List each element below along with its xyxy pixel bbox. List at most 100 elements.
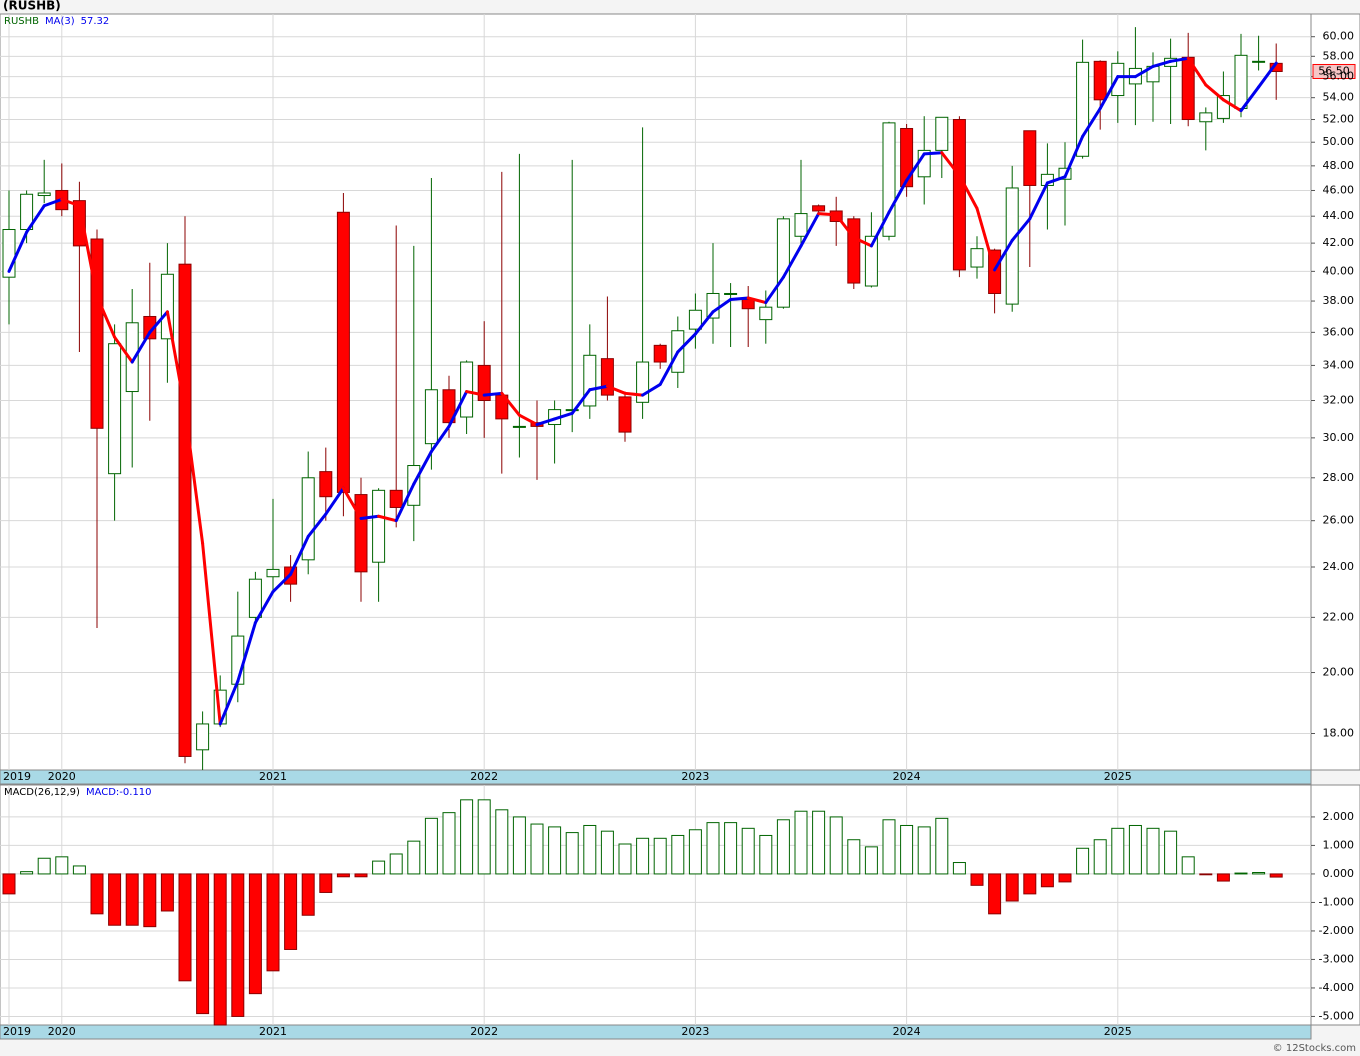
candle-body xyxy=(653,344,667,363)
ma-line-segment xyxy=(201,541,222,726)
labels: 18.00 20.00 22.00 24.00 26.00 28.00 30.00 32.00… xyxy=(3,16,1354,1038)
ma-line-segment xyxy=(165,310,187,412)
ma-line-segment xyxy=(77,204,99,298)
macd-bar xyxy=(442,812,456,875)
x-tick-label: 2019 xyxy=(3,770,31,783)
candle-body xyxy=(477,364,491,402)
y-tick-label: 58.00 xyxy=(1323,49,1355,62)
candle-body xyxy=(776,218,790,308)
y-tick-label: 18.00 xyxy=(1323,727,1355,740)
ma-line-segment xyxy=(588,384,609,392)
macd-bar xyxy=(988,873,1002,915)
candle-body xyxy=(108,343,122,475)
y-tick-label: 36.00 xyxy=(1323,325,1355,338)
ma-line-segment xyxy=(553,411,574,421)
candle-body xyxy=(706,292,720,319)
candle-body xyxy=(354,494,368,573)
macd-bar xyxy=(55,856,69,875)
ma-line-segment xyxy=(412,450,433,486)
legend: MACD(26,12,9) MACD:-0.110 xyxy=(4,787,152,798)
candle-body xyxy=(618,396,632,433)
macd-bar xyxy=(759,834,773,875)
ma-line-segment xyxy=(834,213,856,240)
ma-line-segment xyxy=(1239,85,1261,113)
date-strip xyxy=(0,1024,1312,1040)
ma-line-segment xyxy=(641,382,662,397)
candle-body xyxy=(759,306,773,321)
candle-body xyxy=(724,292,738,295)
ma-line-segment xyxy=(711,298,733,314)
ma-line-segment xyxy=(535,417,557,427)
macd-bar xyxy=(1076,847,1090,875)
price-panel xyxy=(0,13,1312,771)
ma-line-segment xyxy=(394,482,416,523)
ma-line-segment xyxy=(95,294,117,339)
macd-bar xyxy=(706,822,720,875)
ma-line-segment xyxy=(746,296,768,305)
ma-line-segment xyxy=(993,238,1014,272)
y-tick-label: 28.00 xyxy=(1323,471,1355,484)
ma-line-segment xyxy=(922,151,944,156)
x-tick-label: 2025 xyxy=(1104,1025,1132,1038)
y-tick-label: 46.00 xyxy=(1323,183,1355,196)
macd-bar xyxy=(248,873,262,995)
ma-line-segment xyxy=(975,206,997,272)
ma-line-segment xyxy=(1204,83,1225,102)
macd-bar xyxy=(970,873,984,886)
ma-line-segment xyxy=(218,679,240,726)
macd-bar xyxy=(882,819,896,875)
ma-line-segment xyxy=(1133,64,1155,79)
candle-body xyxy=(424,389,438,445)
macd-bar xyxy=(72,865,86,875)
candle-body xyxy=(125,322,139,393)
price-axis-panel xyxy=(1310,13,1360,771)
ma-line-segment xyxy=(306,512,328,538)
y-tick-label: 20.00 xyxy=(1323,666,1355,679)
ma-line-segment xyxy=(781,244,803,279)
macd-bar xyxy=(1093,839,1107,875)
macd-bar xyxy=(319,873,333,893)
ma-line-segment xyxy=(500,391,521,417)
ma-line-segment xyxy=(377,514,398,523)
macd-bar xyxy=(864,846,878,875)
ma-line-segment xyxy=(1186,56,1208,87)
ma-line-segment xyxy=(236,621,257,683)
ma-line-segment xyxy=(429,424,451,454)
macd-bar xyxy=(1199,873,1213,876)
macd-bar xyxy=(900,824,914,875)
candle-body xyxy=(301,477,315,561)
y-tick-label: 60.00 xyxy=(1323,30,1355,43)
macd-bar xyxy=(1040,873,1054,888)
ma-line-segment xyxy=(605,384,627,395)
candle-body xyxy=(812,205,826,212)
macd-bar xyxy=(354,873,368,878)
candle-body xyxy=(1252,60,1266,63)
x-tick-label: 2022 xyxy=(470,1025,498,1038)
last-price-tag xyxy=(1312,63,1356,79)
y-tick-label: -3.000 xyxy=(1319,952,1354,965)
macd-bar xyxy=(301,873,315,916)
macd-bar xyxy=(266,873,280,972)
y-tick-label: 40.00 xyxy=(1323,264,1355,277)
date-strip xyxy=(0,769,1312,785)
macd-bar xyxy=(671,834,685,875)
marks xyxy=(2,27,1356,1026)
macd-bar xyxy=(741,827,755,875)
candle-body xyxy=(319,471,333,498)
legend-entry: MACD(26,12,9) xyxy=(4,787,80,798)
ma-line-segment xyxy=(676,332,697,354)
ma-line-segment xyxy=(1098,75,1120,110)
macd-bar xyxy=(1164,830,1178,875)
macd-bar xyxy=(160,873,174,912)
grid xyxy=(0,14,1315,1025)
y-tick-label: 44.00 xyxy=(1323,209,1355,222)
candle-body xyxy=(565,409,579,412)
x-tick-label: 2019 xyxy=(3,1025,31,1038)
y-tick-label: 26.00 xyxy=(1323,514,1355,527)
macd-bar xyxy=(530,823,544,875)
candle-body xyxy=(336,211,350,493)
y-tick-label: 22.00 xyxy=(1323,610,1355,623)
macd-bar xyxy=(231,873,245,1017)
y-tick-label: 38.00 xyxy=(1323,294,1355,307)
macd-bar xyxy=(2,873,16,895)
